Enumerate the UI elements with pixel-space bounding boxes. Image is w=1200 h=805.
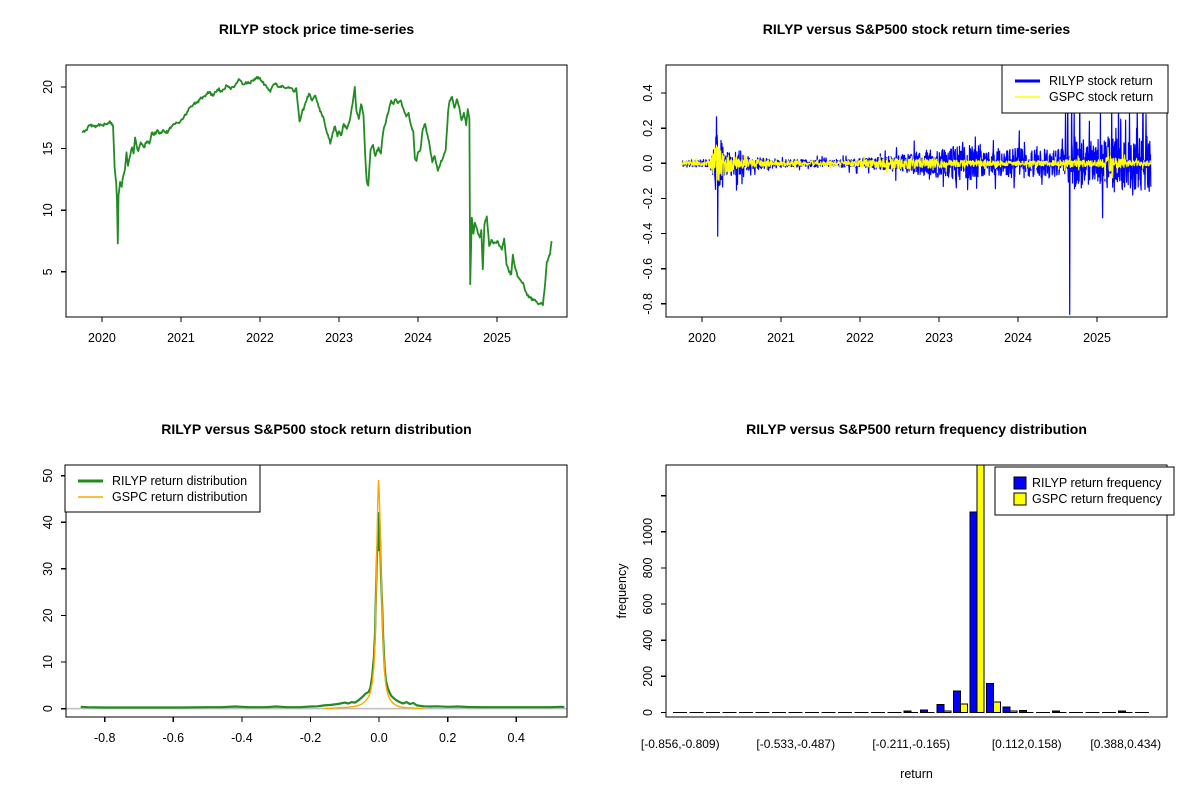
svg-text:return: return [900,767,933,781]
svg-text:2020: 2020 [688,331,716,345]
return-frequency-chart: RILYP versus S&P500 return frequency dis… [600,400,1200,800]
svg-text:10: 10 [41,203,55,217]
svg-text:0: 0 [641,709,655,716]
svg-text:2024: 2024 [1004,331,1032,345]
svg-text:2023: 2023 [925,331,953,345]
svg-text:[-0.211,-0.165): [-0.211,-0.165) [872,737,950,751]
panel-return-distribution: RILYP versus S&P500 stock return distrib… [0,400,600,800]
svg-text:RILYP versus S&P500 return fre: RILYP versus S&P500 return frequency dis… [746,421,1087,437]
svg-text:[-0.856,-0.809): [-0.856,-0.809) [641,737,720,751]
svg-text:2021: 2021 [167,331,195,345]
return-timeseries-chart: RILYP versus S&P500 stock return time-se… [600,0,1200,400]
svg-text:RILYP stock price time-series: RILYP stock price time-series [219,21,415,37]
svg-text:frequency: frequency [615,563,629,619]
svg-text:-0.6: -0.6 [163,731,185,745]
svg-text:600: 600 [641,594,655,615]
svg-text:RILYP return frequency: RILYP return frequency [1032,476,1162,490]
svg-text:30: 30 [41,562,55,576]
svg-text:-0.2: -0.2 [641,188,655,210]
svg-text:0.0: 0.0 [641,155,655,172]
svg-text:RILYP versus S&P500 stock retu: RILYP versus S&P500 stock return time-se… [763,21,1071,37]
svg-text:[0.388,0.434): [0.388,0.434) [1090,737,1161,751]
svg-text:1000: 1000 [641,518,655,546]
svg-text:2022: 2022 [846,331,874,345]
svg-text:-0.2: -0.2 [300,731,322,745]
svg-text:200: 200 [641,666,655,687]
svg-text:20: 20 [41,608,55,622]
svg-text:RILYP return distribution: RILYP return distribution [112,474,247,488]
svg-text:2025: 2025 [1083,331,1111,345]
panel-return-frequency: RILYP versus S&P500 return frequency dis… [600,400,1200,800]
svg-text:-0.8: -0.8 [94,731,116,745]
svg-text:2023: 2023 [325,331,353,345]
svg-text:20: 20 [41,80,55,94]
svg-text:0.2: 0.2 [641,119,655,136]
svg-text:15: 15 [41,142,55,156]
svg-text:50: 50 [41,469,55,483]
svg-text:2020: 2020 [88,331,116,345]
svg-text:0.2: 0.2 [439,731,456,745]
svg-text:-0.6: -0.6 [641,258,655,280]
svg-text:10: 10 [41,655,55,669]
panel-price-timeseries: RILYP stock price time-series 2020 2021 202… [0,0,600,400]
svg-text:-0.4: -0.4 [231,731,253,745]
svg-text:2024: 2024 [404,331,432,345]
svg-text:0.0: 0.0 [370,731,387,745]
svg-text:0.4: 0.4 [641,84,655,101]
svg-text:0.4: 0.4 [508,731,525,745]
svg-text:2025: 2025 [483,331,511,345]
svg-text:800: 800 [641,557,655,578]
svg-text:2022: 2022 [246,331,274,345]
svg-text:5: 5 [41,268,55,275]
svg-text:400: 400 [641,630,655,651]
svg-text:40: 40 [41,515,55,529]
svg-text:GSPC stock return: GSPC stock return [1049,90,1153,104]
svg-text:[-0.533,-0.487): [-0.533,-0.487) [756,737,835,751]
svg-text:RILYP versus S&P500 stock retu: RILYP versus S&P500 stock return distrib… [161,421,471,437]
svg-text:[0.112,0.158): [0.112,0.158) [992,737,1062,751]
svg-text:0: 0 [41,705,55,712]
svg-text:-0.8: -0.8 [641,293,655,315]
return-distribution-chart: RILYP versus S&P500 stock return distrib… [0,400,600,800]
svg-text:GSPC return distribution: GSPC return distribution [112,490,248,504]
svg-text:GSPC return frequency: GSPC return frequency [1032,492,1163,506]
svg-text:RILYP stock return: RILYP stock return [1049,74,1153,88]
svg-text:-0.4: -0.4 [641,223,655,245]
panel-return-timeseries: RILYP versus S&P500 stock return time-se… [600,0,1200,400]
svg-text:2021: 2021 [767,331,795,345]
